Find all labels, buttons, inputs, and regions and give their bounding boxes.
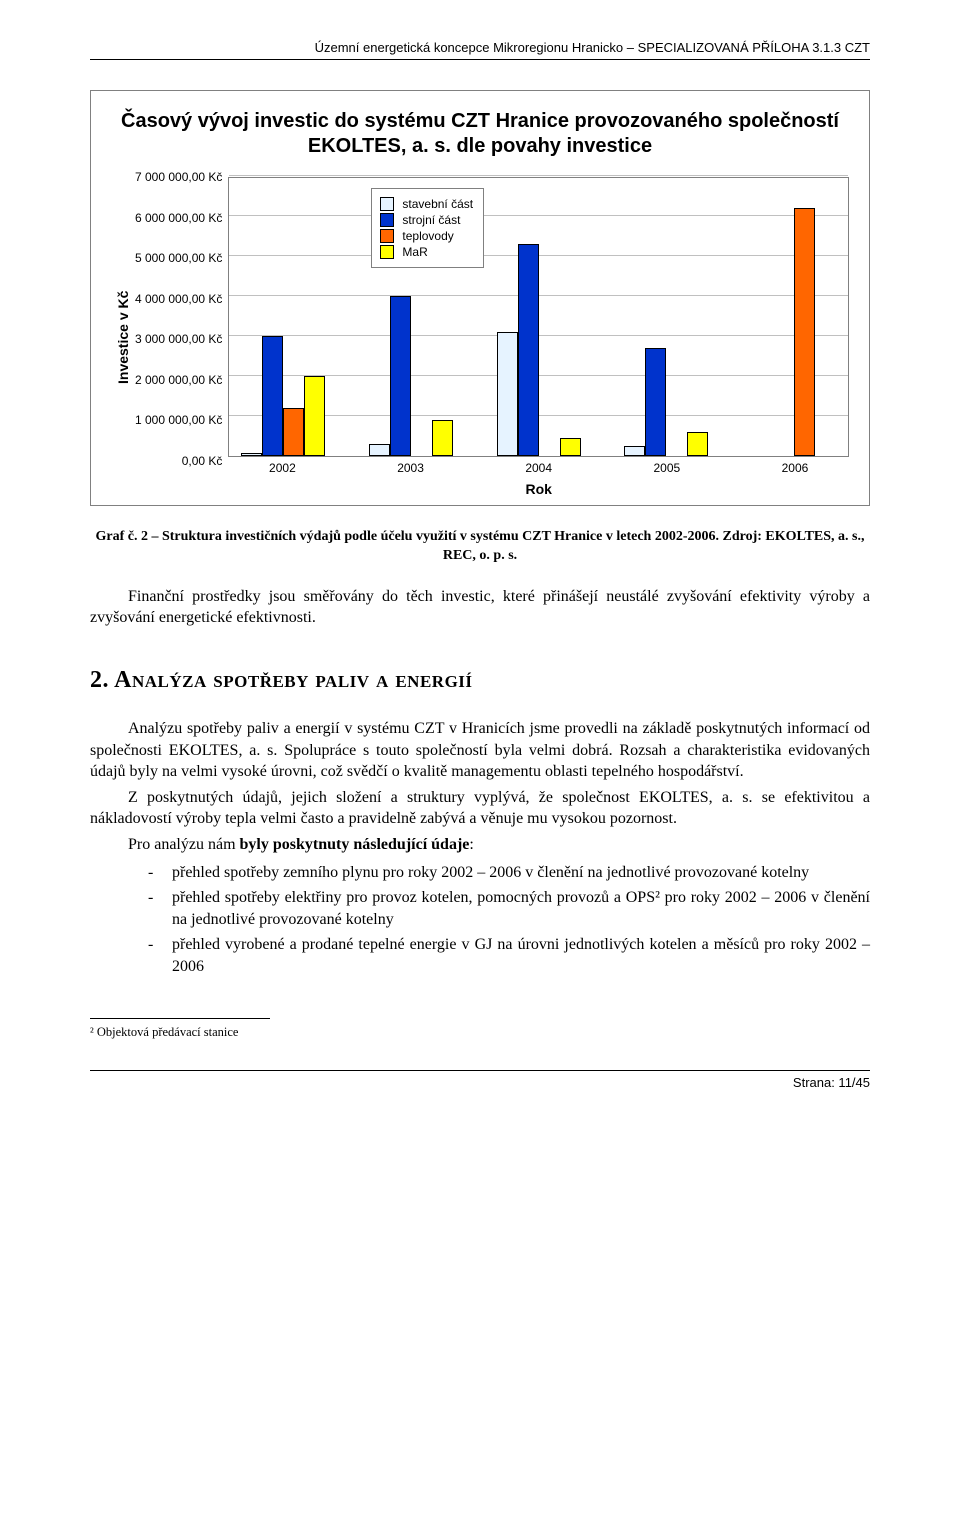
- gridline: [229, 175, 848, 176]
- chart-caption: Graf č. 2 – Struktura investičních výdaj…: [90, 528, 870, 566]
- para4-prefix: Pro analýzu nám: [128, 836, 240, 853]
- x-tick: 2005: [625, 461, 709, 475]
- bar: [390, 296, 411, 456]
- legend-swatch: [380, 245, 394, 259]
- bar: [497, 332, 518, 456]
- bar: [645, 348, 666, 456]
- bullet-list: přehled spotřeby zemního plynu pro roky …: [90, 862, 870, 978]
- bar-cluster: [497, 244, 581, 456]
- list-item: přehled spotřeby zemního plynu pro roky …: [148, 862, 870, 884]
- x-axis-label: Rok: [228, 481, 849, 497]
- legend-label: teplovody: [402, 229, 453, 243]
- legend-label: strojní část: [402, 213, 460, 227]
- bar: [432, 420, 453, 456]
- bar-cluster: [752, 208, 836, 456]
- body-block: Analýzu spotřeby paliv a energií v systé…: [90, 718, 870, 856]
- chart-legend: stavební část strojní část teplovody MaR: [371, 188, 484, 268]
- bar: [794, 208, 815, 456]
- page-footer: Strana: 11/45: [90, 1070, 870, 1090]
- legend-label: stavební část: [402, 197, 473, 211]
- chart-title: Časový vývoj investic do systému CZT Hra…: [111, 109, 849, 159]
- legend-item: teplovody: [380, 229, 473, 243]
- bar-cluster: [369, 296, 453, 456]
- bar: [560, 438, 581, 456]
- bar: [624, 446, 645, 456]
- legend-swatch: [380, 229, 394, 243]
- x-tick: 2004: [497, 461, 581, 475]
- footnote: ² Objektová předávací stanice: [90, 1025, 870, 1040]
- list-item: přehled vyrobené a prodané tepelné energ…: [148, 934, 870, 977]
- chart-container: Časový vývoj investic do systému CZT Hra…: [90, 90, 870, 506]
- bar-cluster: [241, 336, 325, 456]
- list-item: přehled spotřeby elektřiny pro provoz ko…: [148, 887, 870, 930]
- legend-item: stavební část: [380, 197, 473, 211]
- section-heading: 2. Analýza spotřeby paliv a energií: [90, 667, 870, 694]
- bar: [518, 244, 539, 456]
- legend-swatch: [380, 197, 394, 211]
- section-heading-text: 2. Analýza spotřeby paliv a energií: [90, 667, 473, 693]
- para4-bold: byly poskytnuty následující údaje: [240, 836, 470, 853]
- para4-suffix: :: [469, 836, 473, 853]
- bar-cluster: [624, 348, 708, 456]
- paragraph-2: Analýzu spotřeby paliv a energií v systé…: [90, 718, 870, 783]
- page: Územní energetická koncepce Mikroregionu…: [0, 0, 960, 1150]
- legend-item: MaR: [380, 245, 473, 259]
- x-tick: 2003: [369, 461, 453, 475]
- chart-area: Investice v Kč 7 000 000,00 Kč6 000 000,…: [111, 177, 849, 497]
- plot-area: stavební část strojní část teplovody MaR: [228, 177, 849, 457]
- footnote-rule: [90, 1018, 270, 1019]
- legend-swatch: [380, 213, 394, 227]
- y-axis-label: Investice v Kč: [111, 177, 131, 497]
- bar: [369, 444, 390, 456]
- bar: [241, 453, 262, 456]
- page-header: Územní energetická koncepce Mikroregionu…: [90, 40, 870, 60]
- bar: [687, 432, 708, 456]
- legend-item: strojní část: [380, 213, 473, 227]
- y-axis-ticks: 7 000 000,00 Kč6 000 000,00 Kč5 000 000,…: [135, 177, 222, 461]
- x-tick: 2006: [753, 461, 837, 475]
- paragraph-1: Finanční prostředky jsou směřovány do tě…: [90, 586, 870, 629]
- x-axis-ticks: 2002 2003 2004 2005 2006: [228, 457, 849, 475]
- plot-wrap: stavební část strojní část teplovody MaR 20…: [228, 177, 849, 497]
- legend-label: MaR: [402, 245, 427, 259]
- paragraph-4: Pro analýzu nám byly poskytnuty následuj…: [90, 834, 870, 856]
- x-tick: 2002: [240, 461, 324, 475]
- bar: [304, 376, 325, 456]
- bar: [283, 408, 304, 456]
- paragraph-3: Z poskytnutých údajů, jejich složení a s…: [90, 787, 870, 830]
- bar: [262, 336, 283, 456]
